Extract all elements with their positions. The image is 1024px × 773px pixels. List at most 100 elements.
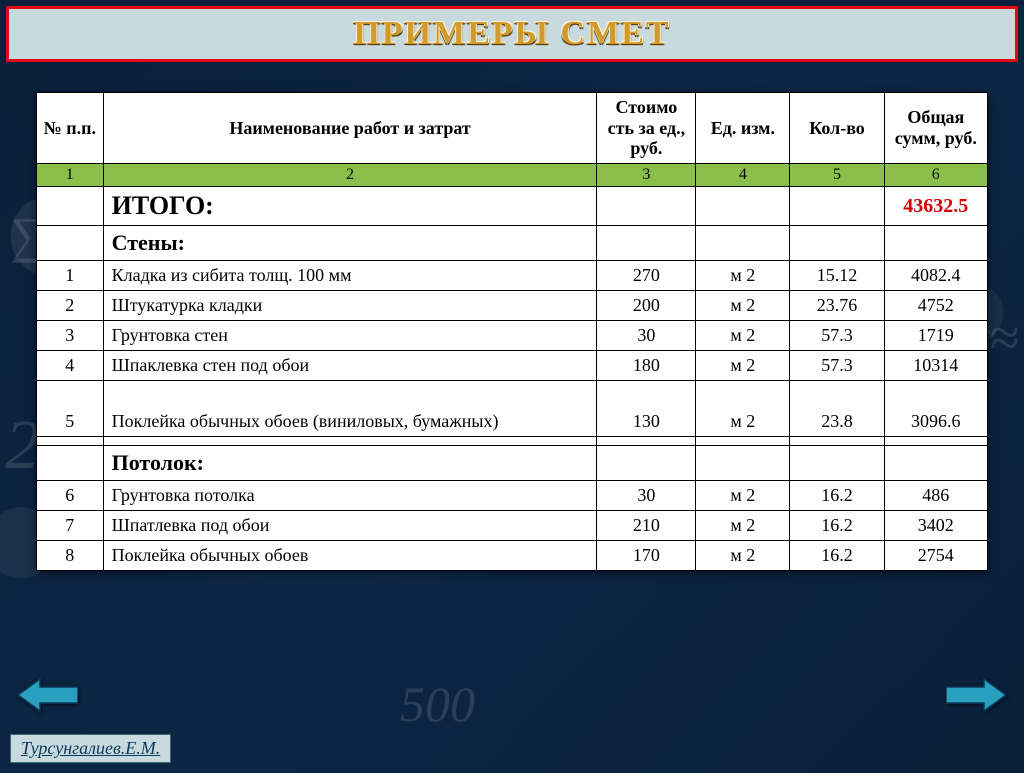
cell-price: 130 <box>597 381 696 437</box>
cell-qty: 23.76 <box>790 291 884 321</box>
col-header-qty: Кол-во <box>790 93 884 164</box>
cell-num: 6 <box>37 481 104 511</box>
author-label: Турсунгалиев.Е.М. <box>10 734 171 763</box>
section-c5 <box>790 446 884 481</box>
cell-name: Штукатурка кладки <box>103 291 597 321</box>
cell-num: 3 <box>37 321 104 351</box>
cell-sum: 1719 <box>884 321 987 351</box>
cell-name: Шпаклевка стен под обои <box>103 351 597 381</box>
section-num <box>37 446 104 481</box>
next-arrow-button[interactable] <box>946 677 1006 713</box>
cell-sum: 486 <box>884 481 987 511</box>
cell-sum: 4082.4 <box>884 261 987 291</box>
col-header-num: № п.п. <box>37 93 104 164</box>
section-c3 <box>597 226 696 261</box>
page-title: ПРИМЕРЫ СМЕТ <box>353 15 670 53</box>
spacer-cell <box>790 437 884 446</box>
cell-qty: 16.2 <box>790 511 884 541</box>
cell-name: Шпатлевка под обои <box>103 511 597 541</box>
cell-price: 200 <box>597 291 696 321</box>
cell-qty: 57.3 <box>790 351 884 381</box>
col-header-name: Наименование работ и затрат <box>103 93 597 164</box>
col-header-price: Стоимо сть за ед., руб. <box>597 93 696 164</box>
cell-unit: м 2 <box>696 291 790 321</box>
cell-num: 1 <box>37 261 104 291</box>
spacer-cell <box>37 437 104 446</box>
total-num <box>37 187 104 226</box>
cell-qty: 57.3 <box>790 321 884 351</box>
section-row: Стены: <box>37 226 988 261</box>
cell-sum: 3402 <box>884 511 987 541</box>
total-price <box>597 187 696 226</box>
cell-price: 170 <box>597 541 696 571</box>
cell-price: 180 <box>597 351 696 381</box>
cell-qty: 23.8 <box>790 381 884 437</box>
cell-name: Кладка из сибита толщ. 100 мм <box>103 261 597 291</box>
table-row: 4Шпаклевка стен под обои180м 257.310314 <box>37 351 988 381</box>
cell-num: 8 <box>37 541 104 571</box>
section-row: Потолок: <box>37 446 988 481</box>
cell-unit: м 2 <box>696 541 790 571</box>
cell-sum: 3096.6 <box>884 381 987 437</box>
cell-unit: м 2 <box>696 481 790 511</box>
cell-name: Грунтовка потолка <box>103 481 597 511</box>
section-num <box>37 226 104 261</box>
colnum-4: 4 <box>696 164 790 187</box>
table-row: 6Грунтовка потолка30м 216.2486 <box>37 481 988 511</box>
cell-sum: 2754 <box>884 541 987 571</box>
cell-num: 7 <box>37 511 104 541</box>
section-title: Стены: <box>103 226 597 261</box>
cell-unit: м 2 <box>696 261 790 291</box>
colnum-1: 1 <box>37 164 104 187</box>
col-header-sum: Общая сумм, руб. <box>884 93 987 164</box>
section-c4 <box>696 226 790 261</box>
table-row: 1Кладка из сибита толщ. 100 мм270м 215.1… <box>37 261 988 291</box>
total-value: 43632.5 <box>884 187 987 226</box>
title-banner: ПРИМЕРЫ СМЕТ <box>6 6 1018 62</box>
table-row: 5Поклейка обычных обоев (виниловых, бума… <box>37 381 988 437</box>
spacer-row <box>37 437 988 446</box>
spacer-cell <box>103 437 597 446</box>
table-row: 3Грунтовка стен30м 257.31719 <box>37 321 988 351</box>
cell-name: Грунтовка стен <box>103 321 597 351</box>
cell-qty: 16.2 <box>790 481 884 511</box>
cell-price: 30 <box>597 321 696 351</box>
total-qty <box>790 187 884 226</box>
col-header-unit: Ед. изм. <box>696 93 790 164</box>
section-c3 <box>597 446 696 481</box>
cell-name: Поклейка обычных обоев (виниловых, бумаж… <box>103 381 597 437</box>
section-c4 <box>696 446 790 481</box>
cell-num: 5 <box>37 381 104 437</box>
cell-name: Поклейка обычных обоев <box>103 541 597 571</box>
spacer-cell <box>597 437 696 446</box>
table-row: 7Шпатлевка под обои210м 216.23402 <box>37 511 988 541</box>
cell-price: 210 <box>597 511 696 541</box>
colnum-3: 3 <box>597 164 696 187</box>
prev-arrow-button[interactable] <box>18 677 78 713</box>
colnum-2: 2 <box>103 164 597 187</box>
cell-price: 30 <box>597 481 696 511</box>
table-row: 2Штукатурка кладки200м 223.764752 <box>37 291 988 321</box>
cell-unit: м 2 <box>696 351 790 381</box>
cell-unit: м 2 <box>696 381 790 437</box>
estimate-table: № п.п. Наименование работ и затрат Стоим… <box>36 92 988 571</box>
cell-sum: 4752 <box>884 291 987 321</box>
estimate-table-container: № п.п. Наименование работ и затрат Стоим… <box>36 92 988 571</box>
total-label: ИТОГО: <box>103 187 597 226</box>
cell-unit: м 2 <box>696 321 790 351</box>
section-title: Потолок: <box>103 446 597 481</box>
colnum-6: 6 <box>884 164 987 187</box>
table-row: 8Поклейка обычных обоев170м 216.22754 <box>37 541 988 571</box>
spacer-cell <box>884 437 987 446</box>
colnum-5: 5 <box>790 164 884 187</box>
cell-qty: 15.12 <box>790 261 884 291</box>
cell-unit: м 2 <box>696 511 790 541</box>
section-c6 <box>884 446 987 481</box>
spacer-cell <box>696 437 790 446</box>
section-c6 <box>884 226 987 261</box>
cell-num: 4 <box>37 351 104 381</box>
cell-sum: 10314 <box>884 351 987 381</box>
cell-price: 270 <box>597 261 696 291</box>
cell-num: 2 <box>37 291 104 321</box>
cell-qty: 16.2 <box>790 541 884 571</box>
